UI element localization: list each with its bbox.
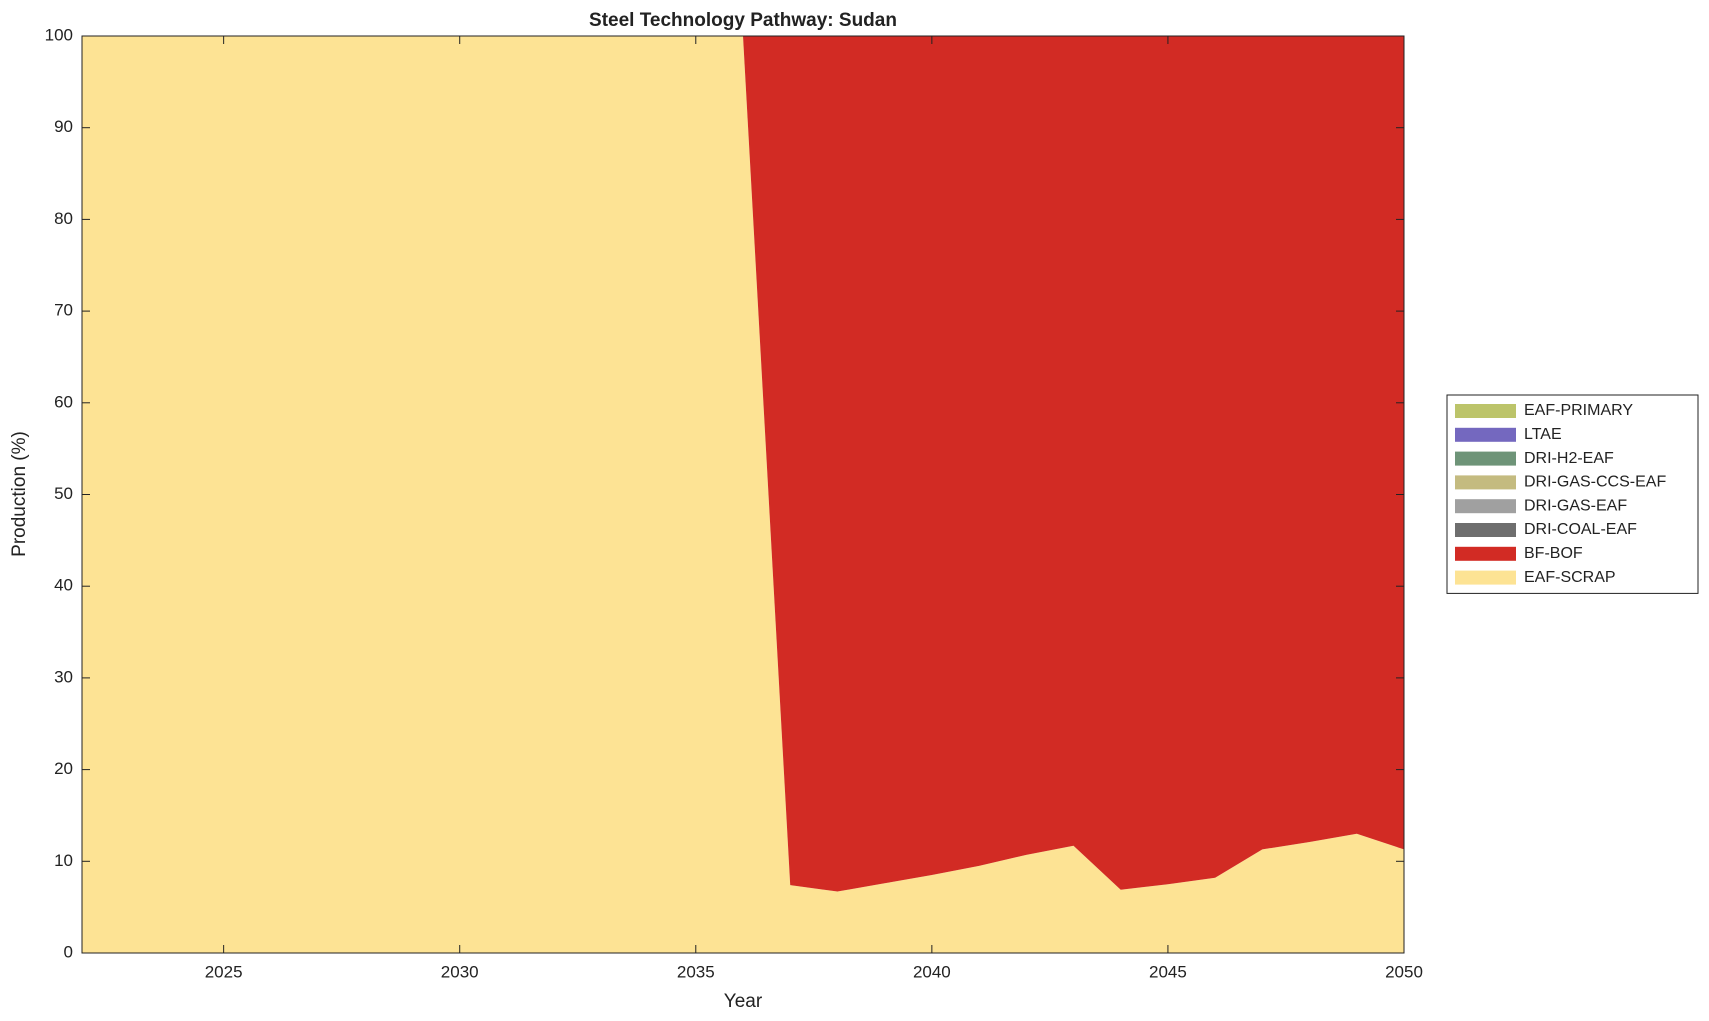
legend-box bbox=[1446, 394, 1699, 594]
y-tick-label: 100 bbox=[45, 25, 73, 44]
legend-label: DRI-COAL-EAF bbox=[1524, 521, 1637, 538]
legend-swatch bbox=[1455, 546, 1516, 561]
y-tick-label: 80 bbox=[54, 209, 73, 228]
legend-label: DRI-GAS-CCS-EAF bbox=[1524, 474, 1666, 491]
legend-label: EAF-SCRAP bbox=[1524, 569, 1616, 586]
x-tick-label: 2025 bbox=[205, 962, 243, 981]
legend-swatch bbox=[1455, 427, 1516, 442]
y-tick-label: 50 bbox=[54, 484, 73, 503]
y-tick-label: 60 bbox=[54, 392, 73, 411]
y-tick-label: 0 bbox=[64, 942, 73, 961]
legend-swatch bbox=[1455, 404, 1516, 418]
legend-swatch bbox=[1455, 523, 1516, 537]
x-tick-label: 2045 bbox=[1149, 962, 1187, 981]
legend-label: LTAE bbox=[1524, 426, 1562, 443]
legend-label: DRI-GAS-EAF bbox=[1524, 497, 1627, 514]
y-tick-label: 40 bbox=[54, 576, 73, 595]
legend-swatch bbox=[1455, 451, 1516, 466]
legend-swatch bbox=[1455, 570, 1516, 585]
x-tick-label: 2050 bbox=[1385, 962, 1423, 981]
legend-label: DRI-H2-EAF bbox=[1524, 450, 1614, 467]
legend-label: EAF-PRIMARY bbox=[1524, 402, 1633, 419]
chart-title: Steel Technology Pathway: Sudan bbox=[589, 10, 897, 31]
x-axis-label: Year bbox=[724, 991, 763, 1012]
y-tick-label: 30 bbox=[54, 667, 73, 686]
legend-swatch bbox=[1455, 499, 1516, 514]
y-tick-label: 70 bbox=[54, 301, 73, 320]
x-tick-label: 2035 bbox=[677, 962, 715, 981]
area bbox=[82, 36, 1404, 953]
x-tick-label: 2030 bbox=[441, 962, 479, 981]
y-tick-label: 10 bbox=[54, 851, 73, 870]
legend-swatch bbox=[1455, 475, 1516, 490]
legend-label: BF-BOF bbox=[1524, 545, 1583, 562]
area bbox=[82, 36, 1404, 892]
x-tick-label: 2040 bbox=[913, 962, 951, 981]
y-tick-label: 90 bbox=[54, 117, 73, 136]
y-axis-label: Production (%) bbox=[9, 431, 30, 557]
y-tick-label: 20 bbox=[54, 759, 73, 778]
